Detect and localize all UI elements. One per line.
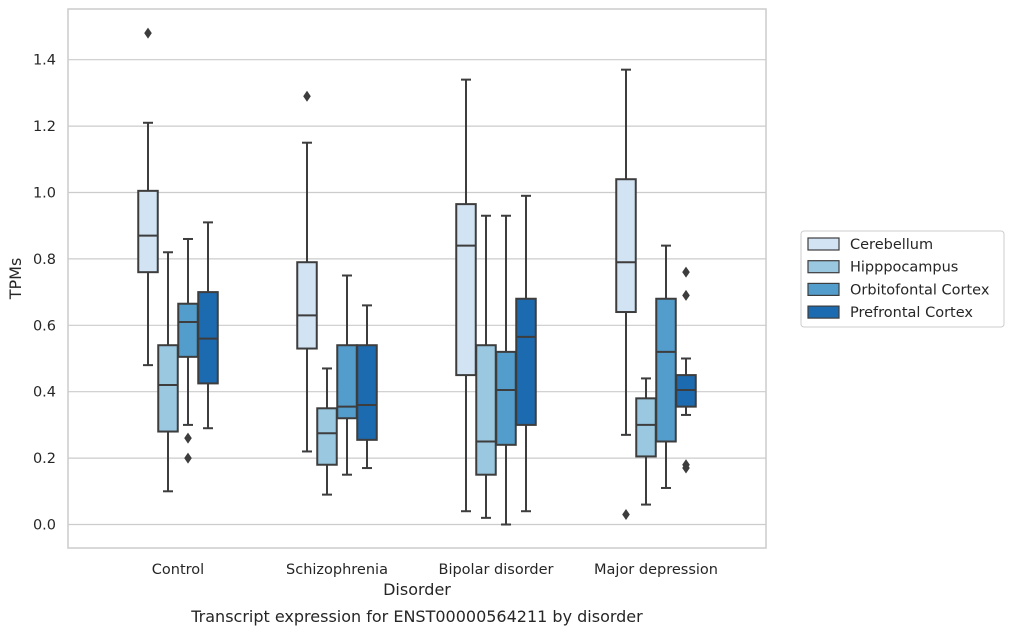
x-axis-label: Disorder [383, 580, 451, 599]
box [177, 237, 199, 464]
legend-label: Prefrontal Cortex [850, 305, 973, 321]
box [157, 251, 179, 493]
x-tick-label: Schizophrenia [286, 562, 388, 578]
x-axis-ticks: Control Schizophrenia Bipolar disorder Majo… [152, 562, 718, 578]
box-body [157, 344, 179, 433]
box [137, 27, 159, 367]
y-tick-label: 1.0 [33, 186, 56, 202]
y-tick-label: 0.6 [33, 318, 56, 334]
legend-items: Cerebellum Hipppocampus Orbitofontal Corte… [807, 237, 990, 321]
outlier-point [184, 432, 192, 444]
box-plot-series [137, 27, 697, 526]
y-tick-label: 1.4 [33, 53, 56, 69]
legend-label: Cerebellum [850, 237, 933, 253]
box-body [475, 344, 497, 476]
box-body [137, 189, 159, 274]
box [495, 214, 517, 526]
legend-label: Hipppocampus [850, 260, 958, 276]
box [655, 244, 677, 489]
box [515, 194, 537, 513]
box-body [655, 297, 677, 443]
box-body [356, 344, 378, 441]
y-tick-label: 0.2 [33, 451, 56, 467]
legend-swatch [807, 282, 840, 296]
legend-item: Cerebellum [807, 237, 933, 253]
box [615, 68, 637, 521]
plot-frame [67, 8, 767, 549]
outlier-point [184, 452, 192, 464]
outlier-point [682, 462, 690, 474]
legend-swatch [807, 260, 840, 274]
box [316, 367, 338, 496]
y-axis-label: TPMs [6, 258, 25, 301]
legend-frame [800, 230, 1005, 328]
legend-item: Orbitofontal Cortex [807, 282, 990, 298]
box [455, 78, 477, 513]
legend-swatch [807, 237, 840, 251]
outlier-point [682, 289, 690, 301]
grid [68, 59, 766, 526]
series-hipppocampus [157, 214, 657, 519]
box [296, 90, 318, 453]
box-body [495, 350, 517, 446]
series-prefrontal-cortex [197, 194, 697, 513]
x-tick-label: Major depression [594, 562, 718, 578]
box-body [316, 407, 338, 466]
box [675, 266, 697, 474]
outlier-point [303, 90, 311, 102]
legend-item: Prefrontal Cortex [807, 305, 973, 321]
y-tick-label: 0.0 [33, 518, 56, 534]
box-body [177, 302, 199, 358]
box [635, 377, 657, 506]
box [197, 221, 219, 430]
y-tick-label: 1.2 [33, 119, 56, 135]
box [475, 214, 497, 519]
y-axis-ticks: 0.0 0.2 0.4 0.6 0.8 1.0 1.2 1.4 [33, 53, 56, 534]
chart-caption: Transcript expression for ENST0000056421… [190, 607, 643, 626]
legend-label: Orbitofontal Cortex [850, 282, 990, 298]
y-tick-label: 0.8 [33, 252, 56, 268]
box-body [296, 261, 318, 350]
outlier-point [144, 27, 152, 39]
outlier-point [682, 266, 690, 278]
box [356, 304, 378, 470]
legend-swatch [807, 305, 840, 319]
legend: Cerebellum Hipppocampus Orbitofontal Corte… [800, 230, 1005, 328]
outlier-point [622, 509, 630, 521]
box-body [635, 397, 657, 458]
y-tick-label: 0.4 [33, 385, 56, 401]
box-body [615, 178, 637, 314]
x-tick-label: Control [152, 562, 204, 578]
x-tick-label: Bipolar disorder [439, 562, 554, 578]
box-body [515, 297, 537, 426]
series-orbitofontal-cortex [177, 214, 677, 526]
box-body [455, 203, 477, 377]
box [336, 274, 358, 476]
legend-item: Hipppocampus [807, 260, 958, 276]
series-cerebellum [137, 27, 637, 521]
